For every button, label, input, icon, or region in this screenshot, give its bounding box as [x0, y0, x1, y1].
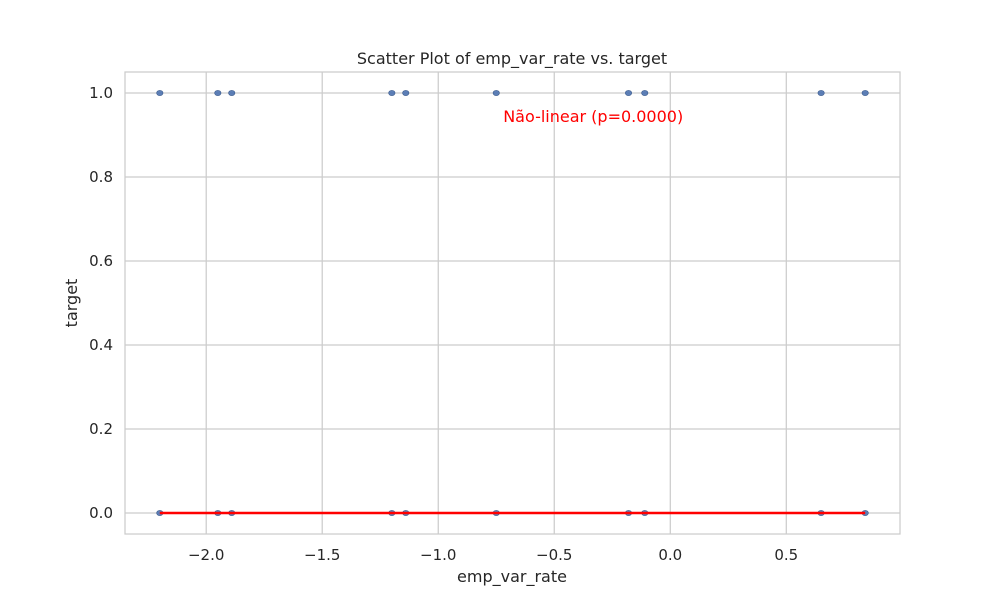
x-tick-label: −0.5	[536, 546, 572, 564]
x-tick-label: −1.0	[420, 546, 456, 564]
chart-title: Scatter Plot of emp_var_rate vs. target	[357, 49, 667, 69]
y-tick-label: 0.6	[89, 252, 113, 270]
plot-frame	[124, 71, 901, 535]
data-point	[402, 90, 410, 96]
x-tick-label: −1.5	[304, 546, 340, 564]
x-axis-ticks: −2.0 −1.5 −1.0 −0.5 0.0 0.5	[188, 546, 798, 564]
y-tick-label: 1.0	[89, 84, 113, 102]
y-tick-label: 0.4	[89, 336, 113, 354]
annotation-text: Não-linear (p=0.0000)	[503, 107, 683, 126]
data-point	[214, 90, 222, 96]
data-point	[641, 90, 649, 96]
data-point	[861, 90, 869, 96]
x-tick-label: 0.0	[658, 546, 682, 564]
y-axis-label: target	[62, 279, 81, 328]
data-point	[228, 90, 236, 96]
x-axis-label: emp_var_rate	[457, 567, 567, 587]
y-tick-label: 0.0	[89, 504, 113, 522]
data-point	[388, 90, 396, 96]
y-tick-label: 0.2	[89, 420, 113, 438]
data-point	[492, 90, 500, 96]
plot-background	[125, 72, 900, 534]
y-tick-label: 0.8	[89, 168, 113, 186]
data-point	[625, 90, 633, 96]
x-tick-label: −2.0	[188, 546, 224, 564]
data-point	[817, 90, 825, 96]
y-axis-ticks: 0.0 0.2 0.4 0.6 0.8 1.0	[89, 84, 113, 522]
x-tick-label: 0.5	[774, 546, 798, 564]
data-point	[156, 90, 164, 96]
